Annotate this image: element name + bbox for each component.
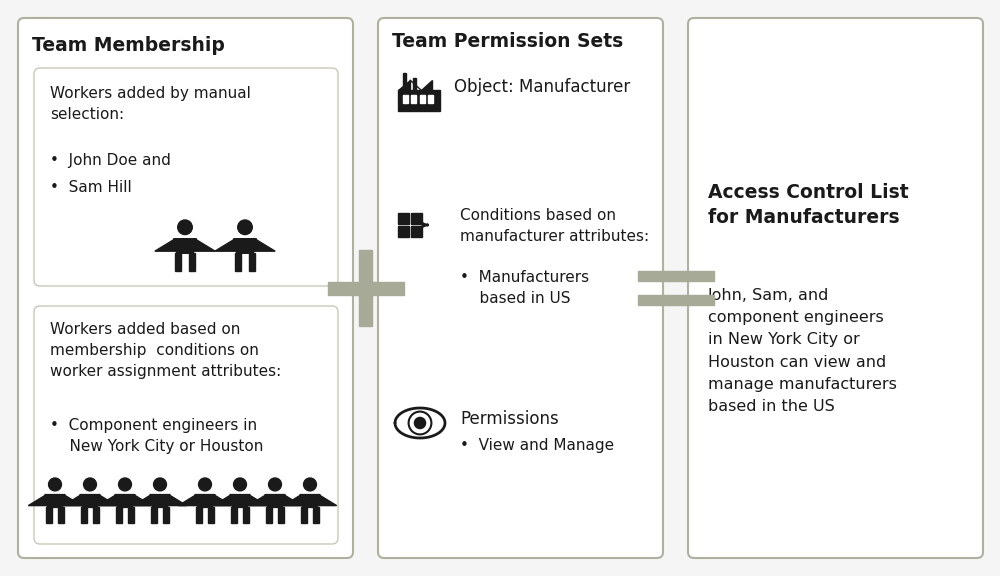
Polygon shape <box>282 495 302 506</box>
Polygon shape <box>428 95 433 103</box>
Polygon shape <box>411 95 416 103</box>
Circle shape <box>238 220 252 234</box>
Text: •  Manufacturers
    based in US: • Manufacturers based in US <box>460 270 589 306</box>
Polygon shape <box>420 95 425 103</box>
Circle shape <box>414 416 426 429</box>
Polygon shape <box>116 507 122 523</box>
Text: Workers added by manual
selection:: Workers added by manual selection: <box>50 86 251 122</box>
Polygon shape <box>151 507 157 523</box>
FancyBboxPatch shape <box>688 18 983 558</box>
FancyBboxPatch shape <box>378 18 663 558</box>
Polygon shape <box>155 240 177 251</box>
Text: Team Permission Sets: Team Permission Sets <box>392 32 623 51</box>
Polygon shape <box>230 495 250 507</box>
FancyBboxPatch shape <box>34 68 338 286</box>
Polygon shape <box>150 495 170 507</box>
Text: Permissions: Permissions <box>460 410 559 428</box>
Polygon shape <box>403 95 408 103</box>
Polygon shape <box>212 495 232 506</box>
Polygon shape <box>178 495 198 506</box>
Polygon shape <box>193 240 215 251</box>
Polygon shape <box>195 495 215 507</box>
Polygon shape <box>283 495 303 506</box>
Polygon shape <box>247 495 267 506</box>
Text: John, Sam, and
component engineers
in New York City or
Houston can view and
mana: John, Sam, and component engineers in Ne… <box>708 288 897 414</box>
Polygon shape <box>167 495 187 506</box>
Polygon shape <box>213 495 233 506</box>
Polygon shape <box>638 295 714 305</box>
Polygon shape <box>328 282 404 294</box>
Polygon shape <box>301 507 307 523</box>
Polygon shape <box>58 507 64 523</box>
Polygon shape <box>398 80 410 90</box>
FancyBboxPatch shape <box>34 306 338 544</box>
Polygon shape <box>265 495 285 507</box>
Polygon shape <box>133 495 153 506</box>
Polygon shape <box>248 495 268 506</box>
Text: Conditions based on
manufacturer attributes:: Conditions based on manufacturer attribu… <box>460 208 649 244</box>
Polygon shape <box>278 507 284 523</box>
Polygon shape <box>398 90 440 111</box>
Circle shape <box>178 220 192 234</box>
Polygon shape <box>234 238 256 253</box>
Polygon shape <box>46 507 52 523</box>
Text: Access Control List
for Manufacturers: Access Control List for Manufacturers <box>708 183 909 227</box>
Polygon shape <box>403 73 406 90</box>
Polygon shape <box>413 78 416 90</box>
Polygon shape <box>81 507 87 523</box>
Polygon shape <box>189 253 195 271</box>
Polygon shape <box>45 495 65 507</box>
Polygon shape <box>231 507 237 523</box>
Polygon shape <box>313 507 319 523</box>
Polygon shape <box>411 213 422 223</box>
Text: Object: Manufacturer: Object: Manufacturer <box>454 78 630 96</box>
Circle shape <box>49 478 61 491</box>
Polygon shape <box>97 495 117 506</box>
Circle shape <box>269 478 281 491</box>
FancyBboxPatch shape <box>18 18 353 558</box>
Text: Workers added based on
membership  conditions on
worker assignment attributes:: Workers added based on membership condit… <box>50 322 281 379</box>
Polygon shape <box>115 495 135 507</box>
Polygon shape <box>128 507 134 523</box>
Polygon shape <box>163 507 169 523</box>
Polygon shape <box>93 507 99 523</box>
Polygon shape <box>243 507 249 523</box>
Polygon shape <box>421 80 432 90</box>
Text: •  View and Manage: • View and Manage <box>460 438 614 453</box>
Polygon shape <box>638 271 714 281</box>
Polygon shape <box>132 495 152 506</box>
Polygon shape <box>215 240 237 251</box>
Polygon shape <box>317 495 337 506</box>
Polygon shape <box>300 495 320 507</box>
Text: •  Component engineers in
    New York City or Houston: • Component engineers in New York City o… <box>50 418 263 454</box>
Polygon shape <box>208 507 214 523</box>
Polygon shape <box>28 495 48 506</box>
Circle shape <box>154 478 166 491</box>
Text: Team Membership: Team Membership <box>32 36 225 55</box>
Text: •  Sam Hill: • Sam Hill <box>50 180 132 195</box>
Polygon shape <box>411 226 422 237</box>
Polygon shape <box>266 507 272 523</box>
Polygon shape <box>410 80 421 90</box>
Polygon shape <box>62 495 82 506</box>
Polygon shape <box>249 253 255 271</box>
Polygon shape <box>253 240 275 251</box>
Polygon shape <box>98 495 118 506</box>
Circle shape <box>119 478 131 491</box>
Polygon shape <box>359 250 372 326</box>
Polygon shape <box>196 507 202 523</box>
Polygon shape <box>235 253 241 271</box>
Polygon shape <box>80 495 100 507</box>
Circle shape <box>234 478 246 491</box>
Polygon shape <box>398 213 409 223</box>
Circle shape <box>199 478 211 491</box>
Circle shape <box>304 478 316 491</box>
Polygon shape <box>175 253 181 271</box>
Polygon shape <box>63 495 83 506</box>
Text: •  John Doe and: • John Doe and <box>50 153 171 168</box>
Polygon shape <box>174 238 196 253</box>
Polygon shape <box>398 226 409 237</box>
Circle shape <box>84 478 96 491</box>
